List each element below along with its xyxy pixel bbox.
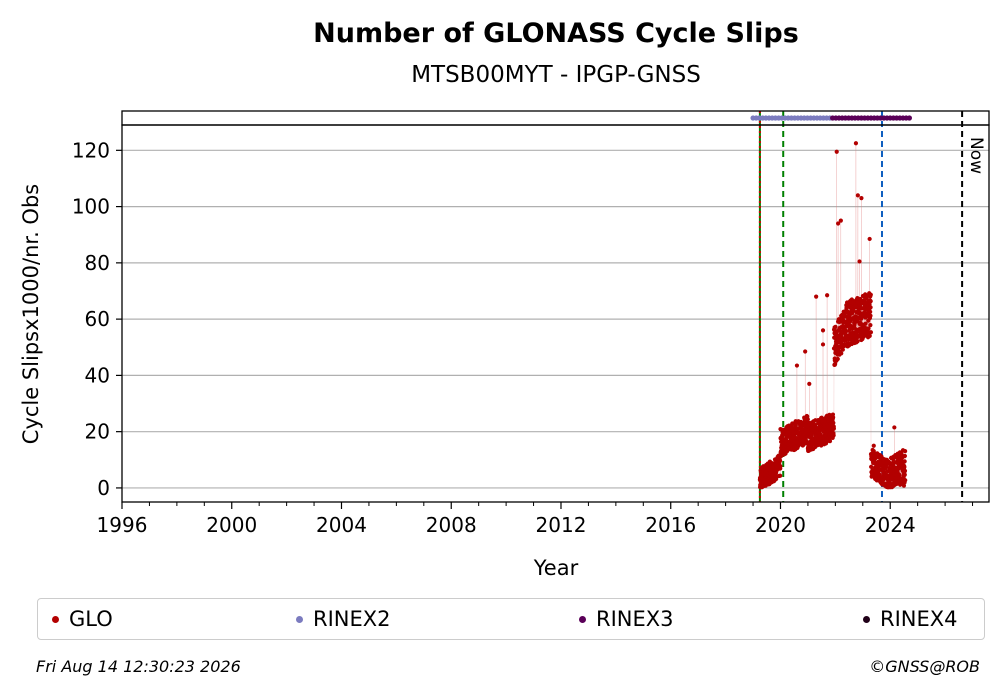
glo-point xyxy=(868,330,874,335)
glo-point xyxy=(827,439,833,444)
legend-marker-rinex3 xyxy=(579,615,586,623)
glo-point xyxy=(897,472,902,478)
x-tick-label: 2016 xyxy=(645,513,696,537)
glo-point xyxy=(902,459,907,464)
glo-point xyxy=(901,483,907,488)
rinex-point xyxy=(906,115,913,121)
glo-point xyxy=(868,305,873,310)
legend: GLO RINEX2 RINEX3 RINEX4 xyxy=(37,598,985,640)
glo-point xyxy=(868,309,873,314)
glo-point xyxy=(805,417,810,422)
legend-item-rinex4: RINEX4 xyxy=(863,607,958,631)
y-tick-label: 80 xyxy=(85,251,110,275)
legend-marker-glo xyxy=(52,615,59,623)
y-tick-label: 20 xyxy=(85,420,110,444)
glo-point xyxy=(868,299,873,304)
rinex-band-frame xyxy=(121,110,990,126)
glo-point xyxy=(807,381,812,386)
glo-point xyxy=(868,292,873,297)
glo-point xyxy=(833,361,838,366)
legend-item-rinex2: RINEX2 xyxy=(296,607,391,631)
glo-point xyxy=(790,425,795,431)
glo-point xyxy=(833,324,838,329)
glo-point xyxy=(853,141,859,146)
glo-point xyxy=(855,339,860,344)
glo-point xyxy=(868,313,873,318)
y-tick-label: 40 xyxy=(85,363,110,387)
x-tick-label: 2004 xyxy=(316,513,367,537)
glo-point xyxy=(835,221,841,226)
glo-point xyxy=(840,347,845,352)
glo-point xyxy=(794,363,800,368)
glo-point xyxy=(867,236,872,242)
glo-point xyxy=(831,420,836,425)
legend-label-rinex2: RINEX2 xyxy=(313,607,391,631)
legend-label-rinex4: RINEX4 xyxy=(880,607,958,631)
glo-point xyxy=(871,443,876,448)
glo-point xyxy=(869,464,874,469)
glo-point xyxy=(902,464,907,470)
glo-point xyxy=(831,426,836,431)
legend-item-glo: GLO xyxy=(52,607,113,631)
y-tick-label: 0 xyxy=(97,476,110,500)
x-tick-label: 2020 xyxy=(755,513,806,537)
x-tick-label: 1996 xyxy=(97,513,148,537)
legend-marker-rinex2 xyxy=(296,615,303,623)
x-tick-label: 2024 xyxy=(865,513,916,537)
glo-point xyxy=(863,321,868,326)
footer-timestamp: Fri Aug 14 12:30:23 2026 xyxy=(36,657,241,676)
x-tick-label: 2012 xyxy=(536,513,587,537)
glo-point xyxy=(857,259,862,264)
glo-point xyxy=(868,323,873,328)
glo-point xyxy=(778,464,783,469)
glo-point xyxy=(902,472,907,477)
legend-item-rinex3: RINEX3 xyxy=(579,607,674,631)
legend-label-rinex3: RINEX3 xyxy=(596,607,674,631)
y-axis-label: Cycle Slipsx1000/nr. Obs xyxy=(19,184,43,444)
glo-point xyxy=(834,149,839,154)
x-tick-label: 2008 xyxy=(426,513,477,537)
glo-point xyxy=(867,333,872,338)
glo-point xyxy=(855,193,860,198)
y-tick-label: 60 xyxy=(85,307,110,331)
glo-point xyxy=(839,351,844,356)
glo-point xyxy=(859,196,864,201)
glo-point xyxy=(902,468,908,473)
x-tick-label: 2000 xyxy=(206,513,257,537)
footer-credit: ©GNSS@ROB xyxy=(869,657,980,676)
glo-point xyxy=(803,349,808,354)
glo-point xyxy=(902,453,907,459)
now-label: Now xyxy=(966,137,986,174)
glo-point xyxy=(903,449,908,454)
glo-point xyxy=(825,293,830,298)
glo-point xyxy=(892,425,897,430)
chart-title: Number of GLONASS Cycle Slips xyxy=(313,18,799,49)
x-axis-label: Year xyxy=(533,556,579,580)
legend-label-glo: GLO xyxy=(69,607,113,631)
glo-point xyxy=(838,218,843,223)
glo-point xyxy=(814,294,819,299)
glo-point xyxy=(820,342,826,347)
y-tick-label: 120 xyxy=(72,138,110,162)
glo-point xyxy=(843,329,848,335)
glo-point xyxy=(903,478,908,483)
glo-point xyxy=(831,415,836,420)
legend-marker-rinex4 xyxy=(863,615,870,623)
chart-subtitle: MTSB00MYT - IPGP-GNSS xyxy=(411,62,701,88)
glo-point xyxy=(820,328,826,333)
glo-point xyxy=(831,433,836,438)
glo-point xyxy=(866,326,871,331)
glo-point xyxy=(778,473,783,478)
glo-point xyxy=(871,448,876,454)
glo-point xyxy=(835,356,840,362)
glo-point xyxy=(777,458,783,463)
y-tick-label: 100 xyxy=(72,195,110,219)
